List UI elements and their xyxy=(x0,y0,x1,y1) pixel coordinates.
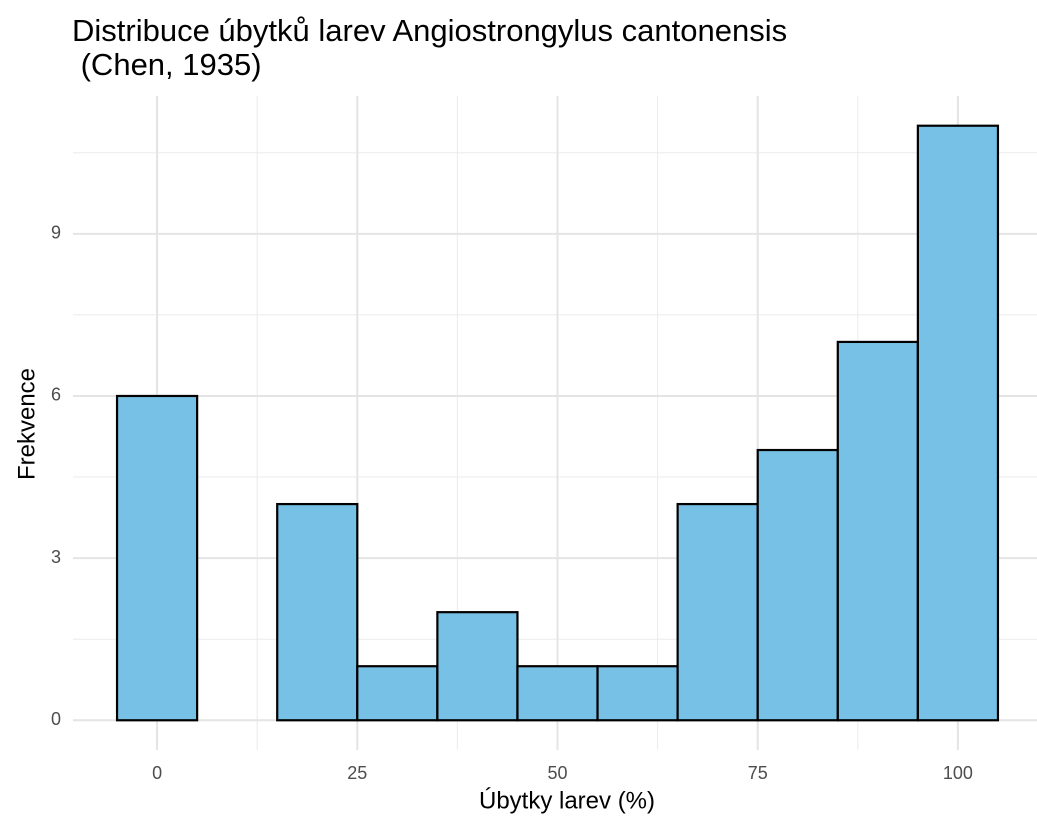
x-tick-label: 75 xyxy=(748,763,768,783)
bar xyxy=(676,502,759,722)
y-tick-label: 3 xyxy=(51,547,61,567)
bar xyxy=(356,665,439,722)
y-tick-label: 6 xyxy=(51,385,61,405)
x-axis-label: Úbytky larev (%) xyxy=(479,787,655,814)
bar xyxy=(115,394,199,722)
bar xyxy=(596,665,679,722)
x-tick-label: 100 xyxy=(943,763,973,783)
y-axis-label: Frekvence xyxy=(13,368,40,480)
bar xyxy=(756,448,839,722)
x-tick-label: 0 xyxy=(152,763,162,783)
x-tick-label: 50 xyxy=(547,763,567,783)
y-tick-label: 0 xyxy=(51,709,61,729)
bar xyxy=(516,665,599,722)
bar xyxy=(436,611,519,722)
bar xyxy=(916,124,1000,722)
y-tick-label: 9 xyxy=(51,223,61,243)
bar xyxy=(276,502,359,722)
chart-title: Distribuce úbytků larev Angiostrongylus … xyxy=(72,13,788,82)
x-tick-label: 25 xyxy=(347,763,367,783)
bar xyxy=(836,340,919,722)
